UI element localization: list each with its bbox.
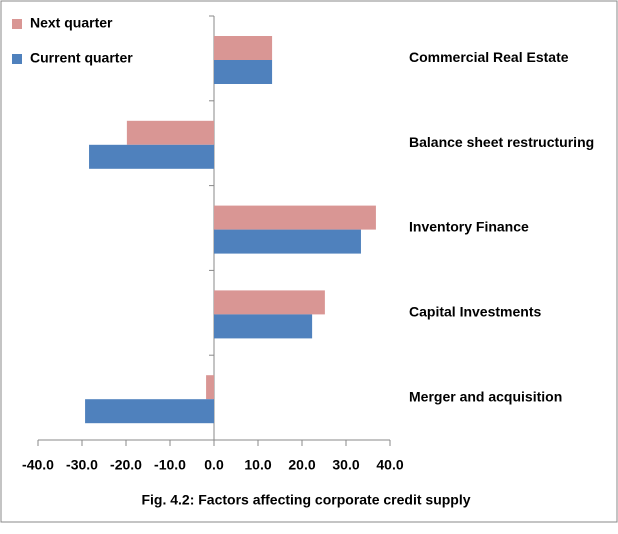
x-tick-label: -20.0: [110, 457, 142, 473]
category-label: Commercial Real Estate: [409, 49, 569, 65]
legend-swatch: [12, 54, 22, 64]
bar: [206, 375, 214, 400]
category-label: Capital Investments: [409, 304, 541, 320]
category-label: Inventory Finance: [409, 219, 529, 235]
bar: [126, 120, 214, 145]
chart-frame: [0, 0, 618, 523]
bar: [214, 290, 325, 315]
legend-label: Next quarter: [30, 15, 113, 31]
bar: [214, 205, 376, 230]
x-tick-label: -30.0: [66, 457, 98, 473]
x-tick-label: 30.0: [332, 457, 359, 473]
bar: [214, 36, 273, 60]
chart-title: Fig. 4.2: Factors affecting corporate cr…: [141, 492, 470, 508]
bar: [89, 144, 214, 169]
x-tick-label: -40.0: [22, 457, 54, 473]
x-tick-label: 20.0: [288, 457, 315, 473]
legend-label: Current quarter: [30, 50, 133, 66]
legend-swatch: [12, 19, 22, 29]
x-tick-label: 10.0: [244, 457, 271, 473]
x-tick-label: 0.0: [204, 457, 224, 473]
category-label: Merger and acquisition: [409, 388, 562, 404]
x-tick-label: -10.0: [154, 457, 186, 473]
bar: [214, 60, 273, 84]
bar: [214, 314, 313, 339]
bar: [214, 229, 361, 254]
x-tick-label: 40.0: [376, 457, 403, 473]
bar: [85, 399, 214, 424]
category-label: Balance sheet restructuring: [409, 134, 594, 150]
